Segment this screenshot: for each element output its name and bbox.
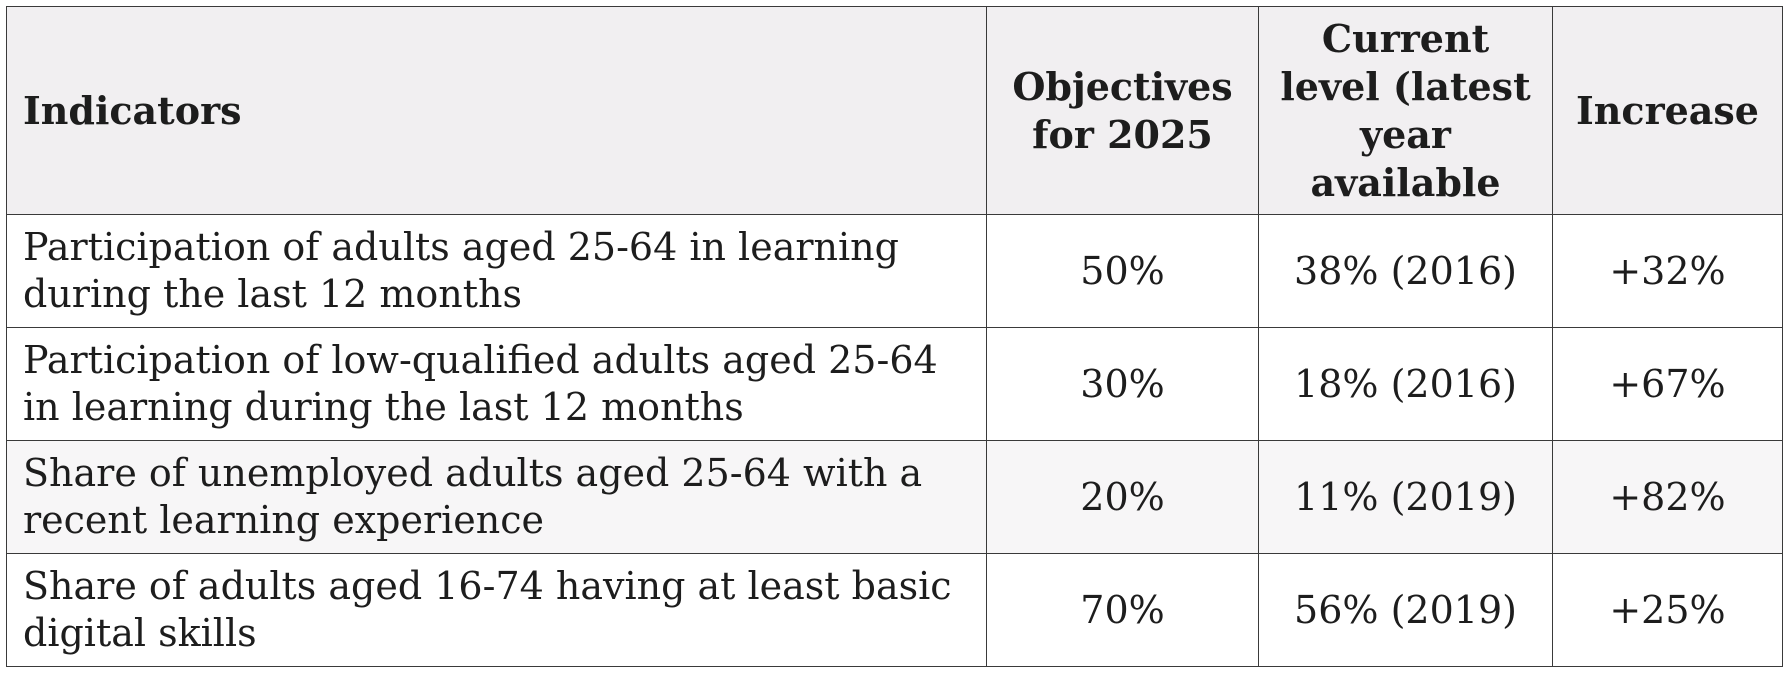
- increase-cell: +82%: [1552, 440, 1783, 554]
- current-level-cell: 18% (2016): [1258, 327, 1553, 441]
- current-level-cell: 56% (2019): [1258, 553, 1553, 667]
- header-increase: Increase: [1552, 6, 1783, 215]
- current-level-cell: 11% (2019): [1258, 440, 1553, 554]
- indicator-cell: Share of unemployed adults aged 25-64 wi…: [6, 440, 987, 554]
- header-current-level: Current level (latest year available: [1258, 6, 1553, 215]
- header-indicators: Indicators: [6, 6, 987, 215]
- header-objectives: Objectives for 2025: [986, 6, 1259, 215]
- current-level-cell: 38% (2016): [1258, 214, 1553, 328]
- increase-cell: +67%: [1552, 327, 1783, 441]
- objective-cell: 50%: [986, 214, 1259, 328]
- table-row: Share of unemployed adults aged 25-64 wi…: [6, 440, 1783, 554]
- indicator-cell: Participation of low-qualified adults ag…: [6, 327, 987, 441]
- indicator-cell: Participation of adults aged 25-64 in le…: [6, 214, 987, 328]
- increase-cell: +32%: [1552, 214, 1783, 328]
- table-row: Participation of adults aged 25-64 in le…: [6, 214, 1783, 328]
- objective-cell: 30%: [986, 327, 1259, 441]
- objective-cell: 70%: [986, 553, 1259, 667]
- table-row: Share of adults aged 16-74 having at lea…: [6, 553, 1783, 667]
- indicators-table: Indicators Objectives for 2025 Current l…: [6, 6, 1783, 667]
- indicator-cell: Share of adults aged 16-74 having at lea…: [6, 553, 987, 667]
- objective-cell: 20%: [986, 440, 1259, 554]
- indicators-table-container: Indicators Objectives for 2025 Current l…: [6, 6, 1783, 667]
- table-header-row: Indicators Objectives for 2025 Current l…: [6, 6, 1783, 215]
- table-row: Participation of low-qualified adults ag…: [6, 327, 1783, 441]
- increase-cell: +25%: [1552, 553, 1783, 667]
